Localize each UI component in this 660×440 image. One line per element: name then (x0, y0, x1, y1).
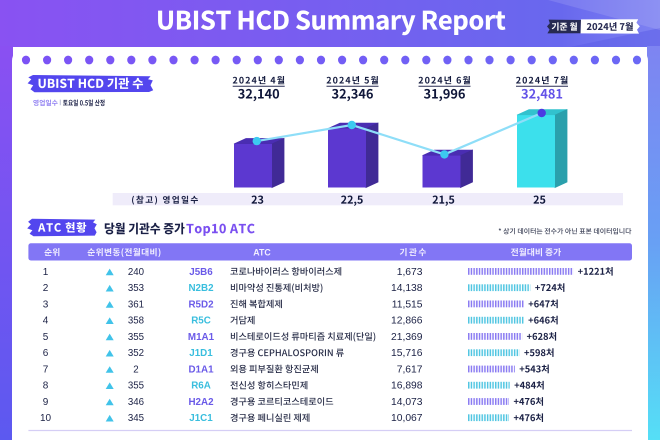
svg-text:J1D1: J1D1 (189, 348, 213, 359)
svg-text:1,673: 1,673 (397, 267, 423, 278)
svg-text:11,515: 11,515 (392, 299, 423, 310)
svg-text:7,617: 7,617 (397, 364, 423, 375)
svg-text:352: 352 (128, 348, 144, 359)
svg-text:R6A: R6A (191, 381, 211, 392)
svg-text:1: 1 (43, 267, 49, 278)
svg-text:ATC: ATC (253, 247, 271, 257)
svg-text:H2A2: H2A2 (188, 397, 214, 408)
svg-text:5: 5 (43, 332, 49, 343)
svg-text:2: 2 (43, 283, 49, 294)
svg-text:R5D2: R5D2 (188, 299, 214, 310)
svg-text:15,716: 15,716 (391, 348, 423, 359)
svg-text:345: 345 (128, 413, 144, 424)
svg-text:14,138: 14,138 (391, 283, 423, 294)
svg-text:358: 358 (128, 316, 144, 327)
svg-text:12,866: 12,866 (391, 316, 423, 327)
svg-text:9: 9 (43, 397, 49, 408)
svg-text:2: 2 (133, 364, 138, 375)
svg-text:361: 361 (128, 299, 144, 310)
svg-text:4: 4 (43, 316, 49, 327)
svg-text:10,067: 10,067 (391, 413, 423, 424)
svg-text:240: 240 (128, 267, 145, 278)
svg-text:J1C1: J1C1 (189, 413, 213, 424)
svg-text:7: 7 (43, 364, 49, 375)
svg-text:3: 3 (43, 299, 49, 310)
svg-text:21,369: 21,369 (391, 332, 423, 343)
svg-text:8: 8 (43, 381, 49, 392)
svg-text:10: 10 (40, 413, 52, 424)
svg-text:J5B6: J5B6 (189, 267, 213, 278)
svg-text:R5C: R5C (191, 316, 211, 327)
svg-text:14,073: 14,073 (391, 397, 423, 408)
svg-text:355: 355 (128, 381, 144, 392)
svg-text:346: 346 (128, 397, 144, 408)
svg-text:M1A1: M1A1 (188, 332, 215, 343)
svg-text:D1A1: D1A1 (188, 364, 214, 375)
svg-text:16,898: 16,898 (391, 381, 423, 392)
svg-text:N2B2: N2B2 (188, 283, 214, 294)
svg-text:355: 355 (128, 332, 144, 343)
svg-text:6: 6 (43, 348, 49, 359)
svg-text:353: 353 (128, 283, 144, 294)
